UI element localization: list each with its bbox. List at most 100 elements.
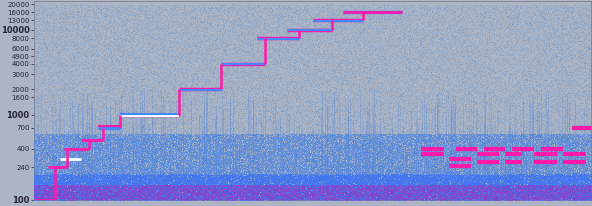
Point [572, 158, 582, 162]
Point [334, 154, 344, 157]
Point [147, 181, 156, 185]
Point [551, 101, 561, 104]
Point [292, 153, 302, 156]
Point [308, 136, 318, 139]
Point [40, 178, 50, 182]
Point [117, 55, 127, 58]
Point [352, 89, 362, 93]
Point [140, 198, 150, 201]
Point [406, 40, 416, 43]
Point [472, 152, 482, 156]
Point [108, 61, 117, 64]
Point [246, 108, 255, 112]
Point [229, 191, 238, 194]
Point [209, 185, 218, 188]
Point [484, 193, 493, 196]
Point [146, 61, 155, 64]
Point [244, 44, 254, 48]
Point [207, 158, 216, 161]
Point [174, 144, 184, 147]
Point [339, 87, 348, 90]
Point [316, 183, 326, 186]
Point [59, 179, 69, 182]
Point [460, 178, 469, 182]
Point [104, 168, 114, 171]
Point [572, 69, 582, 73]
Point [289, 58, 298, 61]
Point [149, 139, 158, 142]
Point [64, 79, 73, 82]
Point [462, 192, 472, 195]
Point [99, 185, 109, 188]
Point [348, 69, 358, 73]
Point [379, 179, 389, 183]
Point [527, 135, 537, 138]
Point [237, 192, 247, 195]
Point [266, 47, 275, 50]
Point [253, 75, 262, 78]
Point [59, 146, 68, 149]
Point [415, 184, 424, 187]
Point [98, 139, 108, 143]
Point [433, 198, 443, 201]
Point [525, 136, 534, 139]
Point [174, 138, 184, 142]
Point [487, 168, 496, 171]
Point [377, 169, 387, 172]
Point [269, 144, 279, 147]
Point [568, 195, 577, 198]
Point [62, 81, 71, 84]
Point [202, 148, 211, 151]
Point [287, 67, 297, 70]
Point [248, 175, 258, 178]
Point [469, 197, 479, 201]
Point [388, 136, 398, 139]
Point [568, 90, 577, 94]
Point [133, 142, 143, 145]
Point [105, 18, 114, 21]
Point [550, 189, 559, 192]
Point [562, 192, 572, 196]
Point [173, 139, 183, 143]
Point [217, 191, 227, 194]
Point [53, 182, 62, 185]
Point [537, 115, 546, 118]
Point [283, 167, 292, 171]
Point [320, 145, 330, 148]
Point [231, 171, 241, 174]
Point [69, 183, 79, 186]
Point [576, 141, 585, 145]
Point [320, 193, 329, 196]
Point [526, 195, 536, 198]
Point [272, 197, 282, 200]
Point [69, 172, 78, 175]
Point [75, 122, 85, 126]
Point [471, 73, 481, 77]
Point [288, 143, 297, 146]
Point [261, 189, 271, 192]
Point [421, 187, 430, 191]
Point [276, 177, 286, 180]
Point [437, 196, 446, 199]
Point [244, 116, 254, 119]
Point [34, 176, 43, 179]
Point [365, 18, 375, 21]
Point [113, 183, 123, 187]
Point [368, 160, 378, 163]
Point [164, 184, 173, 187]
Point [431, 177, 440, 180]
Point [38, 197, 47, 200]
Point [255, 130, 264, 133]
Point [539, 53, 548, 56]
Point [136, 194, 145, 197]
Point [466, 188, 475, 191]
Point [428, 138, 437, 141]
Point [484, 71, 494, 74]
Point [342, 198, 351, 201]
Point [389, 188, 398, 191]
Point [336, 186, 346, 190]
Point [252, 133, 262, 136]
Point [327, 149, 337, 153]
Point [376, 7, 385, 11]
Point [81, 155, 91, 158]
